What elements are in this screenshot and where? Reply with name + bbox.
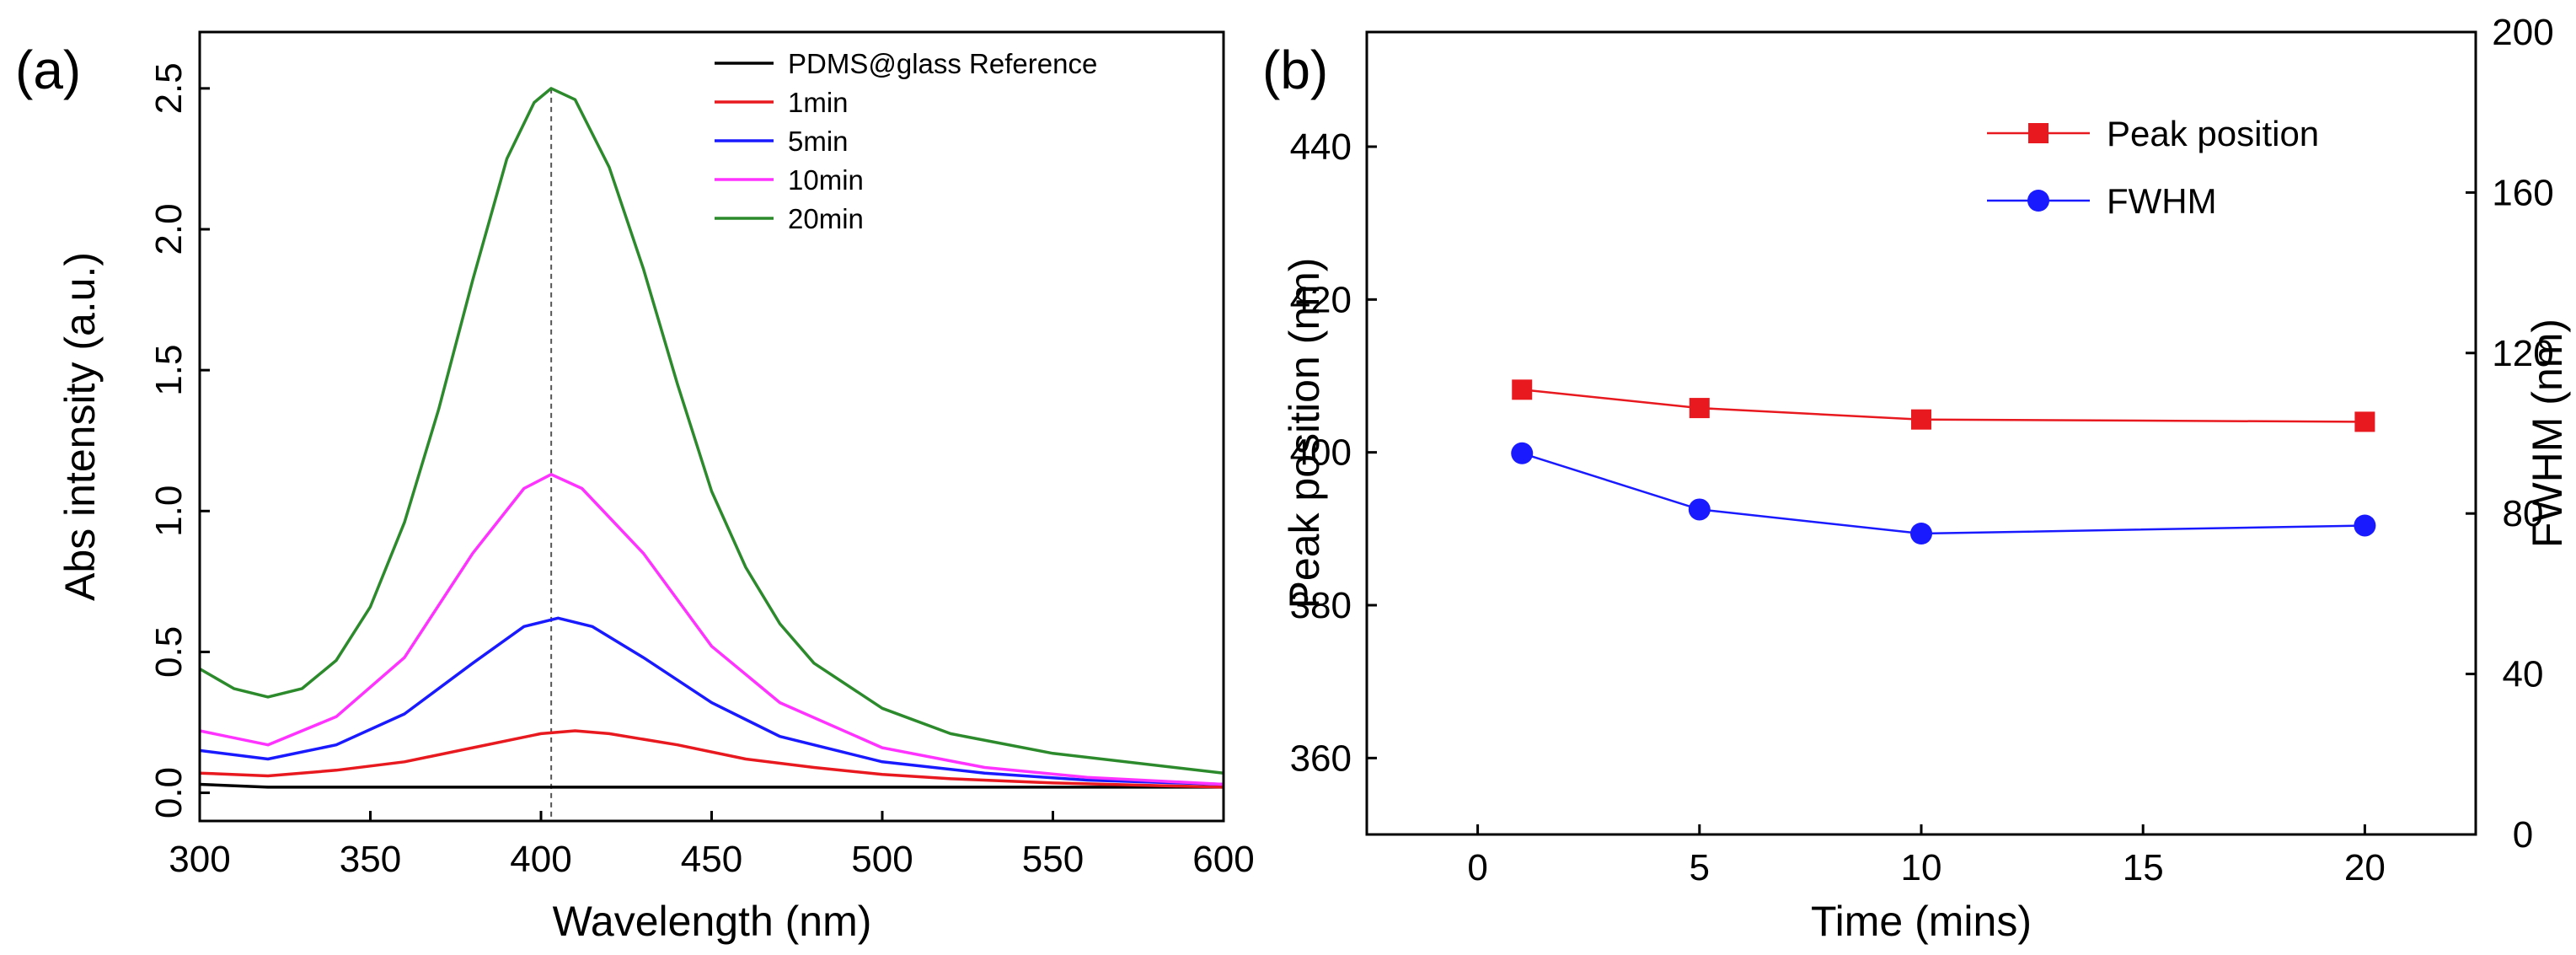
x-tick-label-b: 0 [1467, 847, 1487, 888]
y-tick-label-b-right: 160 [2492, 172, 2553, 213]
panel-a: (a) 300 350 400 450 500 550 600 0.0 0.5 1.0 1.5 2.… [15, 30, 1255, 945]
data-point-square [2354, 411, 2375, 432]
x-axis-title-b: Time (mins) [1811, 898, 2032, 945]
legend-b: Peak position FWHM [1987, 114, 2319, 221]
data-point-circle [2354, 514, 2376, 537]
panel-b-label: (b) [1262, 40, 1328, 100]
series-group-b [1511, 379, 2376, 545]
legend-label: 10min [788, 164, 864, 196]
x-tick-label-b: 20 [2344, 847, 2386, 888]
series-line [1522, 389, 2365, 423]
legend-label: 5min [788, 126, 849, 157]
data-point-circle [1511, 442, 1534, 464]
x-tick-label-b: 5 [1690, 847, 1710, 888]
y-tick-label-b-right: 40 [2503, 654, 2544, 695]
legend-marker-square [2028, 123, 2048, 143]
x-tick-label-b: 15 [2123, 847, 2164, 888]
y-tick-label-b-left: 400 [1290, 432, 1352, 474]
legend-a: PDMS@glass Reference 1min 5min 10min 20min [715, 48, 1097, 234]
legend-label: Peak position [2107, 114, 2319, 153]
series-group [199, 87, 1224, 789]
y-tick-label-a: 2.5 [148, 62, 190, 114]
y-ticks-b-left: 360 380 400 420 440 [1290, 126, 1377, 779]
x-tick-label-a: 400 [510, 839, 571, 880]
x-tick-label-a: 450 [681, 839, 742, 880]
y-tick-label-b-right: 80 [2503, 493, 2544, 534]
y-tick-label-a: 0.5 [148, 626, 190, 678]
data-point-square [1911, 409, 1931, 430]
y-tick-label-a: 1.5 [148, 345, 190, 396]
x-tick-label-a: 500 [851, 839, 913, 880]
legend-marker-circle [2027, 190, 2049, 212]
y-tick-label-a: 1.0 [148, 486, 190, 537]
data-point-circle [1688, 498, 1711, 521]
series-line [1521, 452, 2365, 535]
x-tick-label-a: 550 [1022, 839, 1084, 880]
y-tick-label-a: 0.0 [148, 767, 190, 818]
y-tick-label-b-right: 0 [2513, 814, 2533, 856]
series-line [199, 473, 1224, 786]
data-point-circle [1910, 523, 1932, 545]
series-line [199, 87, 1224, 775]
x-axis-title-a: Wavelength (nm) [553, 898, 872, 945]
legend-label: 1min [788, 87, 849, 118]
y-axis-title-a: Abs intensity (a.u.) [56, 252, 104, 601]
legend-label: PDMS@glass Reference [788, 48, 1097, 79]
y-ticks-a: 0.0 0.5 1.0 1.5 2.0 2.5 [148, 62, 210, 818]
series-line [199, 782, 1224, 789]
x-tick-label-a: 350 [340, 839, 401, 880]
panel-a-label: (a) [15, 40, 81, 100]
x-ticks-b: 0 5 10 15 20 [1467, 824, 2386, 888]
y-tick-label-b-right: 200 [2492, 12, 2553, 53]
y-axis-title-b-left: Peak position (nm) [1281, 258, 1328, 609]
y-ticks-b-right: 0 40 80 120 160 200 [2466, 12, 2554, 856]
x-ticks-a: 300 350 400 450 500 550 600 [169, 811, 1255, 880]
data-point-square [1512, 379, 1533, 400]
x-tick-label-a: 300 [169, 839, 230, 880]
x-tick-label-b: 10 [1901, 847, 1942, 888]
series-line [199, 729, 1224, 789]
panel-b: (b) 0 5 10 15 20 360 380 400 420 440 0 40 80 120 160… [1262, 12, 2571, 945]
series-line [199, 616, 1224, 786]
y-tick-label-b-right: 120 [2492, 333, 2553, 374]
legend-label: FWHM [2107, 181, 2217, 221]
y-tick-label-b-left: 360 [1290, 738, 1352, 779]
y-tick-label-a: 2.0 [148, 203, 190, 255]
y-tick-label-b-left: 440 [1290, 126, 1352, 168]
y-tick-label-b-left: 420 [1290, 279, 1352, 320]
y-axis-title-b-right: FWHM (nm) [2524, 319, 2571, 548]
legend-label: 20min [788, 203, 864, 234]
y-tick-label-b-left: 380 [1290, 585, 1352, 626]
data-point-square [1689, 398, 1710, 419]
x-tick-label-a: 600 [1192, 839, 1254, 880]
